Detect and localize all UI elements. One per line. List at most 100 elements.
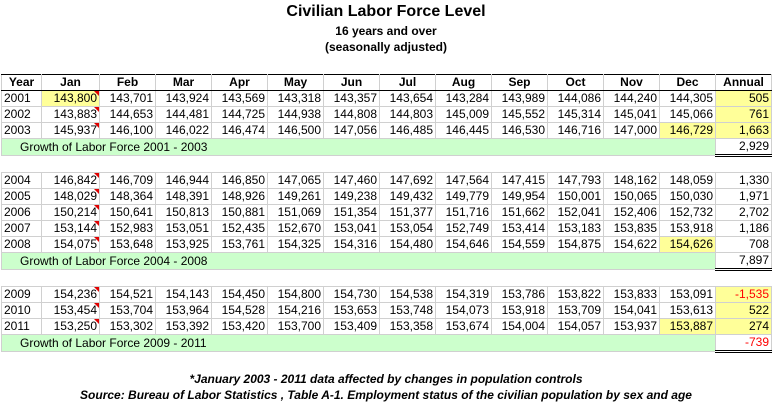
growth-row: Growth of Labor Force 2004 - 2008 7,897 (1, 252, 772, 271)
value-cell: 145,066 (659, 106, 716, 123)
spacer-cell (1, 155, 772, 173)
value-cell: 148,029 (41, 188, 100, 205)
year-cell: 2006 (1, 204, 42, 221)
value-cell: 148,059 (659, 172, 716, 189)
column-header: Jan (41, 74, 100, 91)
data-row: 2003 145,937 146,100 146,022 146,474 146,500 1… (1, 122, 772, 139)
annual-cell: 1,186 (715, 220, 772, 237)
value-cell: 153,454 (41, 302, 100, 319)
value-cell: 152,732 (659, 204, 716, 221)
value-cell: 154,319 (435, 286, 492, 303)
value-cell: 153,302 (99, 318, 156, 335)
value-cell: 154,622 (603, 236, 660, 253)
value-cell: 153,054 (379, 220, 436, 237)
column-header: Jun (323, 74, 380, 91)
value-cell: 146,485 (379, 122, 436, 139)
value-cell: 150,030 (659, 188, 716, 205)
value-cell: 153,918 (491, 302, 548, 319)
value-cell: 154,236 (41, 286, 100, 303)
value-cell: 151,354 (323, 204, 380, 221)
data-row: 2006 150,214 150,641 150,813 150,881 151,069 1… (1, 204, 772, 221)
value-cell: 154,004 (491, 318, 548, 335)
column-header: May (267, 74, 324, 91)
value-cell: 146,500 (267, 122, 324, 139)
value-cell: 150,214 (41, 204, 100, 221)
value-cell: 144,240 (603, 90, 660, 107)
annual-cell: 2,702 (715, 204, 772, 221)
value-cell: 143,284 (435, 90, 492, 107)
year-cell: 2011 (1, 318, 42, 335)
value-cell: 149,954 (491, 188, 548, 205)
value-cell: 153,835 (603, 220, 660, 237)
comment-indicator (94, 237, 99, 242)
value-cell: 154,316 (323, 236, 380, 253)
value-cell: 148,364 (99, 188, 156, 205)
annual-cell: 1,330 (715, 172, 772, 189)
value-cell: 147,692 (379, 172, 436, 189)
year-cell: 2009 (1, 286, 42, 303)
year-cell: 2002 (1, 106, 42, 123)
value-cell: 154,143 (155, 286, 212, 303)
value-cell: 154,875 (547, 236, 604, 253)
column-header: Mar (155, 74, 212, 91)
value-cell: 153,250 (41, 318, 100, 335)
comment-indicator (94, 221, 99, 226)
comment-indicator (94, 107, 99, 112)
year-cell: 2004 (1, 172, 42, 189)
comment-indicator (94, 91, 99, 96)
value-cell: 150,001 (547, 188, 604, 205)
year-cell: 2001 (1, 90, 42, 107)
value-cell: 153,937 (603, 318, 660, 335)
value-cell: 151,069 (267, 204, 324, 221)
data-row: 2002 143,883 144,653 144,481 144,725 144,938 1… (1, 106, 772, 123)
annual-cell: 522 (715, 302, 772, 319)
value-cell: 151,377 (379, 204, 436, 221)
value-cell: 153,822 (547, 286, 604, 303)
value-cell: 149,432 (379, 188, 436, 205)
value-cell: 153,700 (267, 318, 324, 335)
column-header: Oct (547, 74, 604, 91)
value-cell: 143,654 (379, 90, 436, 107)
value-cell: 144,653 (99, 106, 156, 123)
value-cell: 153,420 (211, 318, 268, 335)
comment-indicator (94, 205, 99, 210)
value-cell: 152,435 (211, 220, 268, 237)
spacer-row (1, 155, 772, 173)
value-cell: 153,392 (155, 318, 212, 335)
column-header: Nov (603, 74, 660, 91)
growth-label: Growth of Labor Force 2009 - 2011 (1, 334, 716, 352)
value-cell: 154,480 (379, 236, 436, 253)
value-cell: 144,808 (323, 106, 380, 123)
growth-label: Growth of Labor Force 2001 - 2003 (1, 138, 716, 156)
value-cell: 144,803 (379, 106, 436, 123)
comment-indicator (94, 173, 99, 178)
value-cell: 154,075 (41, 236, 100, 253)
annual-cell: 274 (715, 318, 772, 335)
value-cell: 146,709 (99, 172, 156, 189)
value-cell: 154,057 (547, 318, 604, 335)
value-cell: 143,357 (323, 90, 380, 107)
value-cell: 154,626 (659, 236, 716, 253)
value-cell: 153,051 (155, 220, 212, 237)
value-cell: 149,261 (267, 188, 324, 205)
year-cell: 2008 (1, 236, 42, 253)
annual-cell: 708 (715, 236, 772, 253)
growth-label: Growth of Labor Force 2004 - 2008 (1, 252, 716, 270)
value-cell: 146,022 (155, 122, 212, 139)
value-cell: 147,460 (323, 172, 380, 189)
value-cell: 153,409 (323, 318, 380, 335)
value-cell: 153,709 (547, 302, 604, 319)
year-cell: 2005 (1, 188, 42, 205)
data-row: 2004 146,842 146,709 146,944 146,850 147,065 1… (1, 172, 772, 189)
value-cell: 146,716 (547, 122, 604, 139)
value-cell: 147,056 (323, 122, 380, 139)
value-cell: 143,318 (267, 90, 324, 107)
value-cell: 150,065 (603, 188, 660, 205)
value-cell: 154,730 (323, 286, 380, 303)
value-cell: 154,325 (267, 236, 324, 253)
comment-indicator (94, 319, 99, 324)
value-cell: 146,850 (211, 172, 268, 189)
value-cell: 153,887 (659, 318, 716, 335)
column-header: Feb (99, 74, 156, 91)
value-cell: 146,729 (659, 122, 716, 139)
